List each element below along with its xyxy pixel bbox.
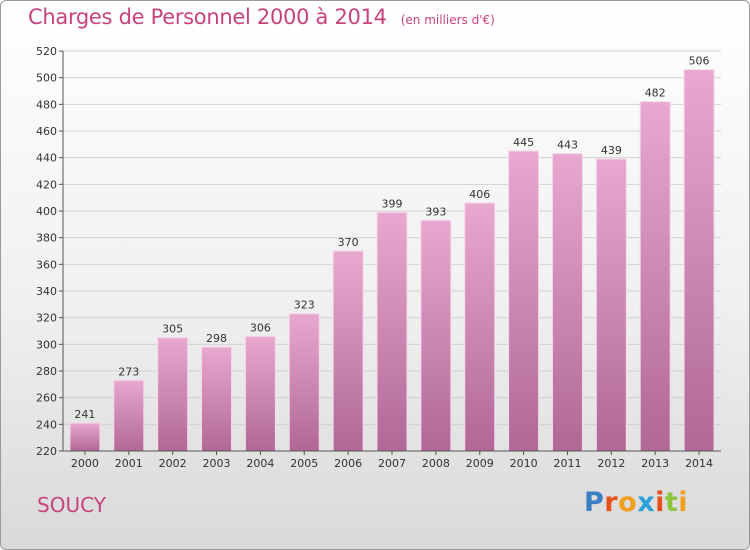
bar-2001 <box>113 379 145 452</box>
bar-2013 <box>639 101 671 452</box>
x-tick-label-2006: 2006 <box>334 457 362 470</box>
y-tick-label: 460 <box>36 125 57 138</box>
y-tick-label: 300 <box>36 338 57 351</box>
value-label-2014: 506 <box>689 55 710 68</box>
x-tick-label-2001: 2001 <box>115 457 143 470</box>
value-label-2002: 305 <box>162 323 183 336</box>
bar-2008 <box>420 219 452 452</box>
y-tick-label: 260 <box>36 392 57 405</box>
value-label-2003: 298 <box>206 332 227 345</box>
y-tick-label: 380 <box>36 232 57 245</box>
x-tick-label-2005: 2005 <box>290 457 318 470</box>
y-tick-label: 480 <box>36 98 57 111</box>
value-label-2004: 306 <box>250 321 271 334</box>
value-label-2011: 443 <box>557 139 578 152</box>
y-tick-label: 500 <box>36 72 57 85</box>
bar-2002 <box>157 337 189 452</box>
y-tick-label: 240 <box>36 418 57 431</box>
x-tick-label-2002: 2002 <box>159 457 187 470</box>
x-tick-label-2004: 2004 <box>246 457 274 470</box>
value-label-2000: 241 <box>74 408 95 421</box>
logo-letter: i <box>655 487 665 518</box>
bars: 241 273 305 298 306 323 370 399 393 406 445 443 439 4… <box>69 55 715 452</box>
value-label-2001: 273 <box>118 365 139 378</box>
value-label-2005: 323 <box>294 299 315 312</box>
x-tick-label-2009: 2009 <box>466 457 494 470</box>
bar-2012 <box>595 158 627 452</box>
value-label-2008: 393 <box>425 205 446 218</box>
y-tick-label: 280 <box>36 365 57 378</box>
bar-2009 <box>464 202 496 452</box>
bar-2007 <box>376 211 408 452</box>
y-tick-label: 340 <box>36 285 57 298</box>
logo-letter: i <box>678 487 689 518</box>
logo-letter: r <box>604 487 619 518</box>
chart-title: Charges de Personnel 2000 à 2014 <box>28 5 387 29</box>
logo-letter: x <box>637 487 656 518</box>
bar-2011 <box>551 153 583 452</box>
y-tick-label: 420 <box>36 178 57 191</box>
x-tick-label-2007: 2007 <box>378 457 406 470</box>
value-label-2009: 406 <box>469 188 490 201</box>
bar-2000 <box>69 422 101 452</box>
bar-2006 <box>332 250 364 452</box>
logo-letter: t <box>664 487 679 518</box>
logo-letter: o <box>618 487 638 518</box>
value-label-2013: 482 <box>645 87 666 100</box>
chart-title-block: Charges de Personnel 2000 à 2014 (en mill… <box>28 5 495 29</box>
y-tick-label: 360 <box>36 258 57 271</box>
axes: 220 240 260 280 300 320 340 360 380 400 420 440 460 4… <box>36 45 721 470</box>
y-tick-label: 320 <box>36 312 57 325</box>
x-tick-label-2012: 2012 <box>597 457 625 470</box>
bar-2005 <box>288 313 320 452</box>
y-tick-label: 520 <box>36 45 57 58</box>
bar-2004 <box>244 335 276 452</box>
x-tick-label-2000: 2000 <box>71 457 99 470</box>
x-tick-label-2011: 2011 <box>553 457 581 470</box>
x-tick-label-2010: 2010 <box>510 457 538 470</box>
bar-2014 <box>683 69 715 452</box>
x-tick-label-2013: 2013 <box>641 457 669 470</box>
city-name: SOUCY <box>37 493 106 517</box>
value-label-2012: 439 <box>601 144 622 157</box>
logo-letter: P <box>584 487 605 518</box>
y-tick-label: 220 <box>36 445 57 458</box>
x-tick-label-2003: 2003 <box>203 457 231 470</box>
chart-subtitle: (en milliers d'€) <box>400 13 495 27</box>
value-label-2006: 370 <box>338 236 359 249</box>
x-tick-label-2008: 2008 <box>422 457 450 470</box>
bar-2003 <box>201 346 233 452</box>
y-tick-label: 400 <box>36 205 57 218</box>
value-label-2007: 399 <box>382 197 403 210</box>
proxiti-logo: Proxiti <box>584 487 688 518</box>
x-tick-label-2014: 2014 <box>685 457 713 470</box>
bar-2010 <box>508 150 540 452</box>
value-label-2010: 445 <box>513 136 534 149</box>
y-tick-label: 440 <box>36 152 57 165</box>
